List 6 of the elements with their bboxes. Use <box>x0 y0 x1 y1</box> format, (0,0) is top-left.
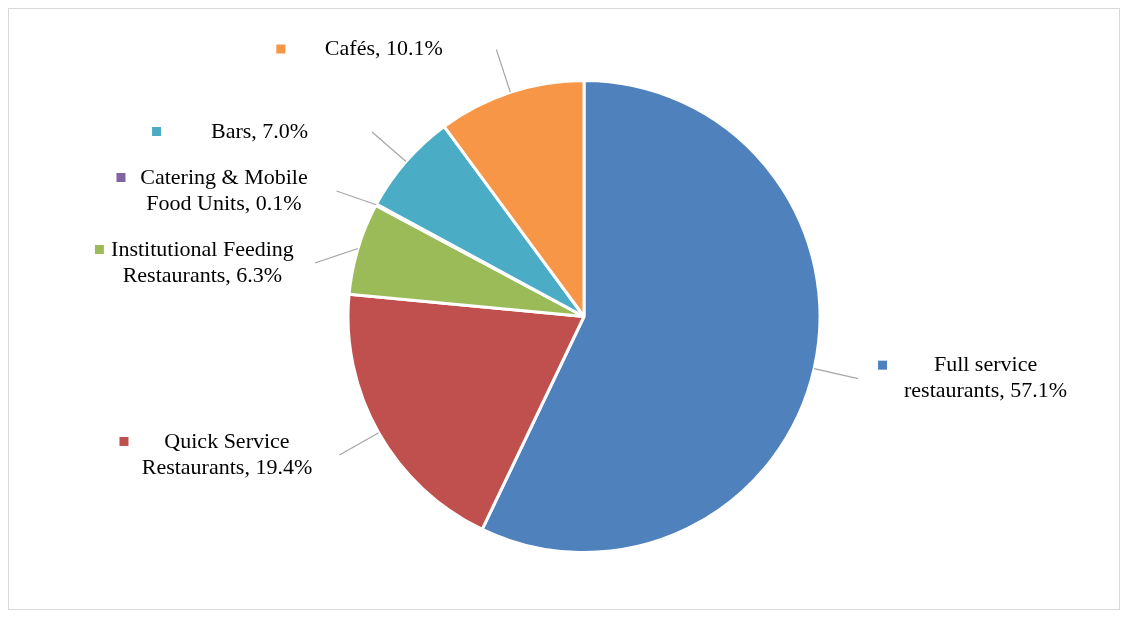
legend-label: Full service restaurants, 57.1% <box>903 351 1068 403</box>
legend-label: Institutional Feeding Restaurants, 6.3% <box>111 235 294 287</box>
legend-label: Bars, 7.0% <box>210 117 309 143</box>
legend-label: Catering & Mobile Food Units, 0.1% <box>140 163 308 215</box>
legend-label: Quick Service Restaurants, 19.4% <box>141 427 313 479</box>
legend-label: Cafés, 10.1% <box>324 35 443 61</box>
